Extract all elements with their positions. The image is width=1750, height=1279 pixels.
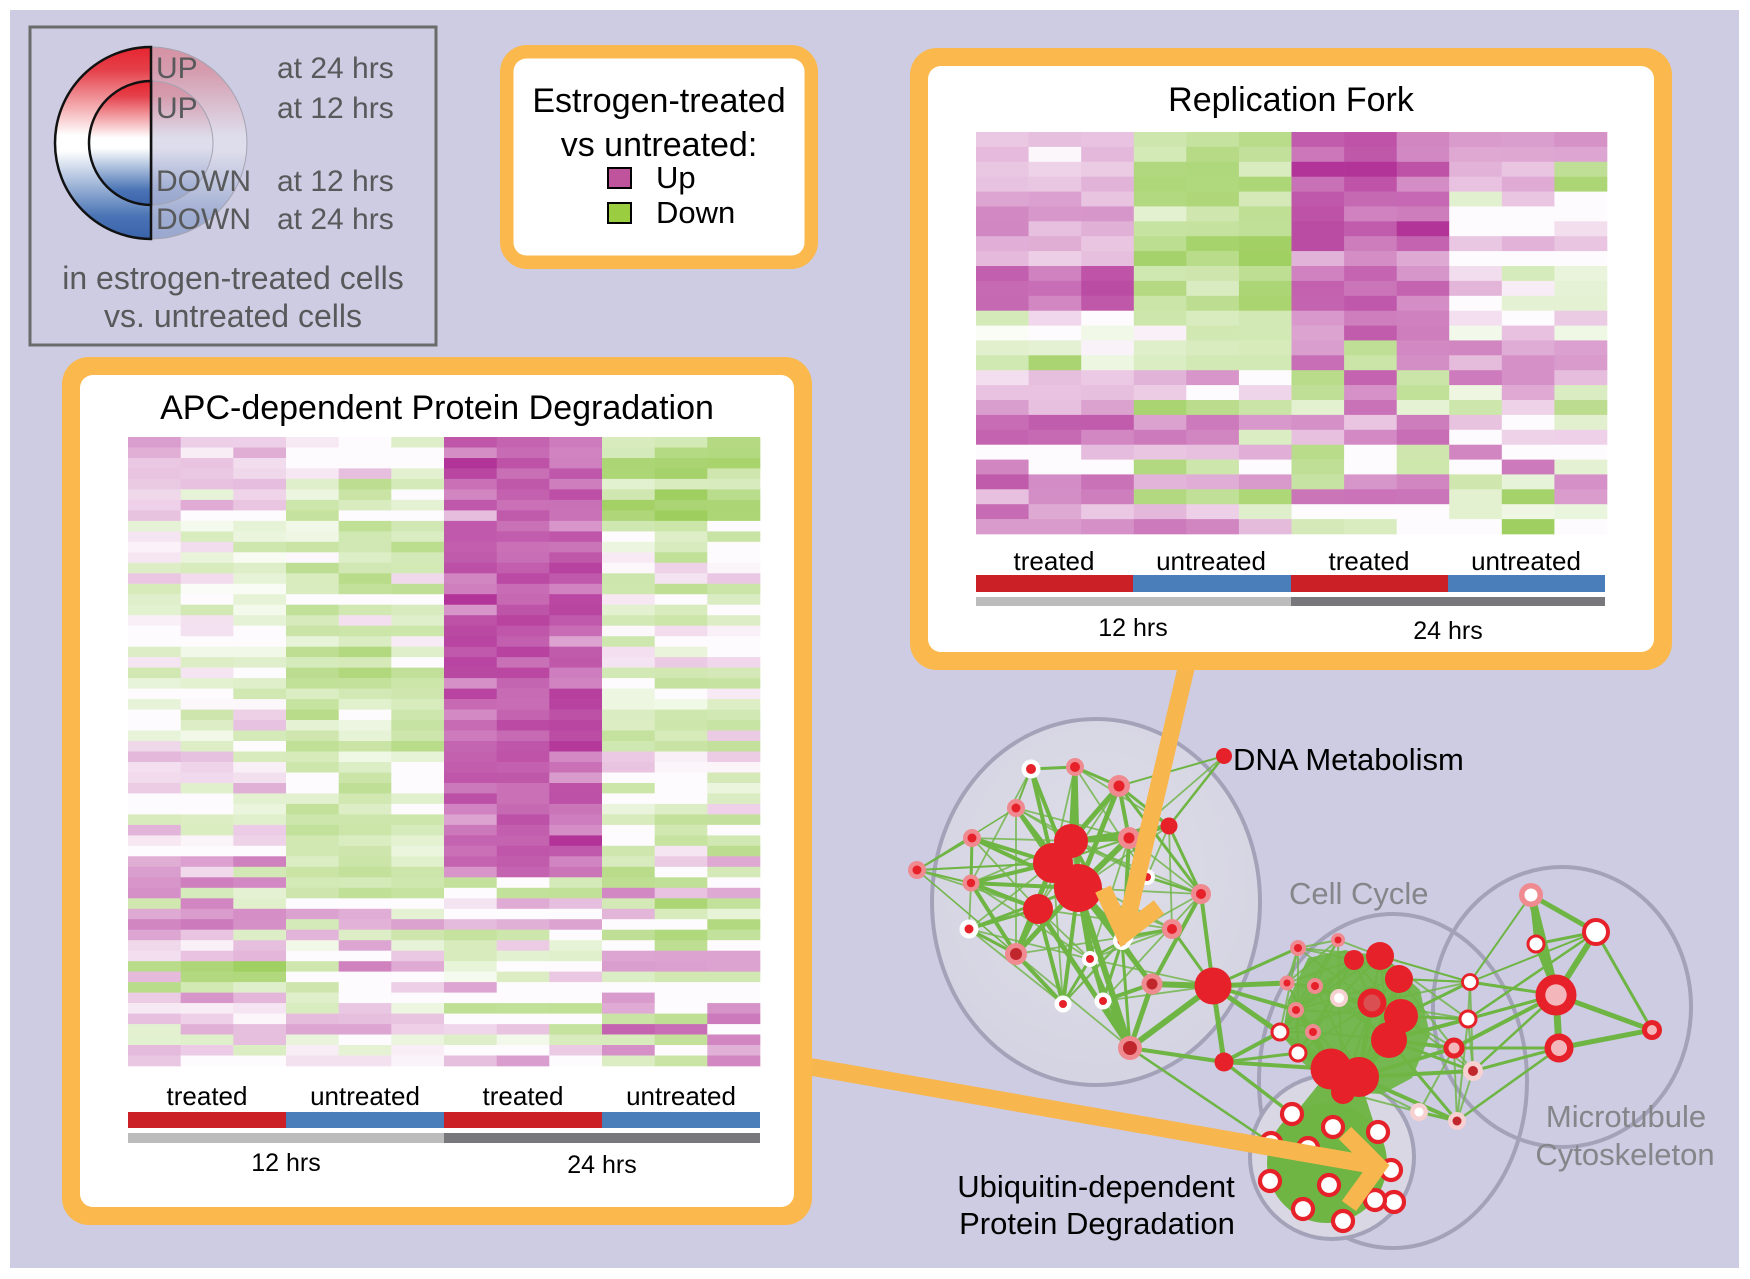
svg-text:12 hrs: 12 hrs [251, 1149, 320, 1177]
svg-text:untreated: untreated [1156, 546, 1266, 576]
svg-text:at 24 hrs: at 24 hrs [277, 52, 394, 85]
svg-text:Protein Degradation: Protein Degradation [959, 1206, 1235, 1241]
svg-text:APC-dependent Protein Degradat: APC-dependent Protein Degradation [160, 389, 714, 427]
svg-text:treated: treated [483, 1081, 564, 1111]
svg-text:treated: treated [1014, 546, 1095, 576]
svg-text:at 12 hrs: at 12 hrs [277, 92, 394, 125]
svg-text:untreated: untreated [310, 1081, 420, 1111]
svg-text:Replication Fork: Replication Fork [1168, 81, 1415, 119]
svg-text:at 24 hrs: at 24 hrs [277, 203, 394, 236]
svg-text:untreated: untreated [626, 1081, 736, 1111]
svg-text:untreated: untreated [1471, 546, 1581, 576]
svg-text:UP: UP [156, 52, 198, 85]
svg-text:24 hrs: 24 hrs [567, 1151, 636, 1179]
svg-text:in estrogen-treated cells: in estrogen-treated cells [62, 260, 404, 296]
svg-text:Up: Up [656, 160, 696, 195]
svg-text:Cytoskeleton: Cytoskeleton [1535, 1137, 1714, 1172]
svg-text:24 hrs: 24 hrs [1413, 617, 1482, 645]
svg-text:treated: treated [167, 1081, 248, 1111]
svg-text:at 12 hrs: at 12 hrs [277, 165, 394, 198]
svg-text:DOWN: DOWN [156, 203, 251, 236]
svg-text:12 hrs: 12 hrs [1098, 614, 1167, 642]
svg-text:UP: UP [156, 92, 198, 125]
svg-text:treated: treated [1329, 546, 1410, 576]
svg-text:Down: Down [656, 195, 735, 230]
svg-text:Ubiquitin-dependent: Ubiquitin-dependent [957, 1169, 1235, 1204]
svg-text:Cell Cycle: Cell Cycle [1289, 876, 1429, 911]
svg-text:Microtubule: Microtubule [1546, 1099, 1706, 1134]
svg-text:DNA Metabolism: DNA Metabolism [1233, 742, 1464, 777]
svg-text:DOWN: DOWN [156, 165, 251, 198]
svg-text:vs. untreated cells: vs. untreated cells [104, 298, 362, 334]
svg-text:vs untreated:: vs untreated: [561, 126, 758, 164]
svg-text:Estrogen-treated: Estrogen-treated [532, 82, 785, 120]
